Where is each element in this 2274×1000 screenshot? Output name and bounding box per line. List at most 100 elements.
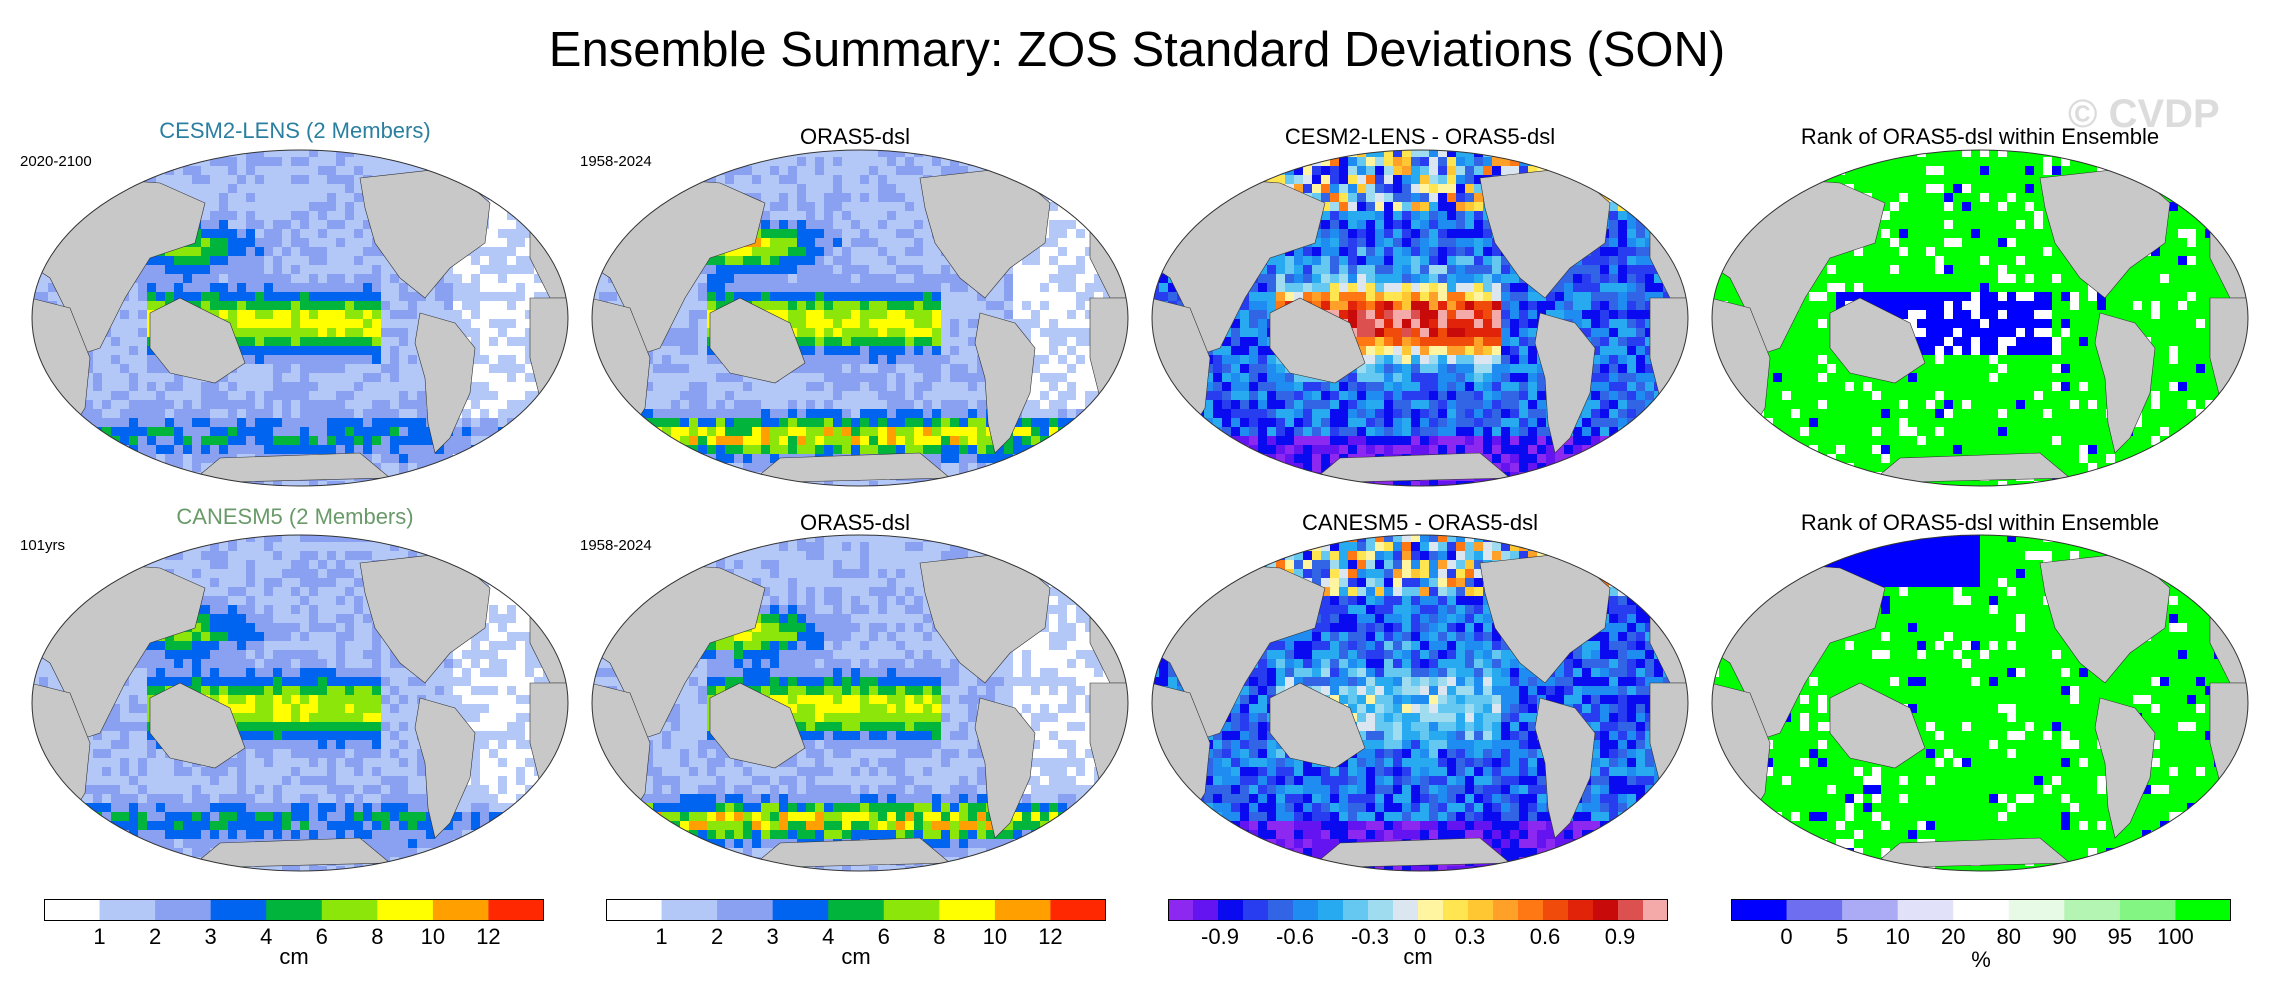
field-cell xyxy=(183,382,193,392)
field-cell xyxy=(592,238,600,248)
field-cell xyxy=(48,238,58,248)
field-cell xyxy=(599,409,609,419)
field-cell xyxy=(165,157,175,167)
field-cell xyxy=(291,184,301,194)
field-cell xyxy=(833,157,843,167)
field-cell xyxy=(129,436,139,446)
field-cell xyxy=(599,382,609,392)
field-cell xyxy=(183,427,193,437)
field-cell xyxy=(345,274,355,284)
field-cell xyxy=(543,193,553,203)
field-cell xyxy=(390,346,400,356)
field-cell xyxy=(662,463,672,473)
field-cell xyxy=(680,150,690,158)
field-cell xyxy=(824,193,834,203)
field-cell xyxy=(1177,184,1187,194)
field-cell xyxy=(950,481,960,486)
field-cell xyxy=(671,472,681,482)
field-cell xyxy=(516,220,526,230)
field-cell xyxy=(363,337,373,347)
field-cell xyxy=(842,265,852,275)
field-cell xyxy=(237,157,247,167)
field-cell xyxy=(426,481,436,486)
field-cell xyxy=(201,391,211,401)
field-cell xyxy=(896,157,906,167)
field-cell xyxy=(525,418,535,428)
field-cell xyxy=(372,337,382,347)
field-cell xyxy=(381,328,391,338)
field-cell xyxy=(327,256,337,266)
field-cell xyxy=(995,310,1005,320)
field-cell xyxy=(48,472,58,482)
field-cell xyxy=(543,472,553,482)
field-cell xyxy=(309,427,319,437)
field-cell xyxy=(905,202,915,212)
field-cell xyxy=(1094,166,1104,176)
field-cell xyxy=(806,400,816,410)
field-cell xyxy=(599,247,609,257)
field-cell xyxy=(336,364,346,374)
field-cell xyxy=(1195,157,1205,167)
field-cell xyxy=(1022,472,1032,482)
field-cell xyxy=(462,175,472,185)
field-cell xyxy=(462,400,472,410)
field-cell xyxy=(507,463,517,473)
field-cell xyxy=(1067,229,1077,239)
field-cell xyxy=(561,418,568,428)
field-cell xyxy=(851,382,861,392)
field-cell xyxy=(887,220,897,230)
field-cell xyxy=(516,400,526,410)
field-cell xyxy=(417,436,427,446)
field-cell xyxy=(84,391,94,401)
field-cell xyxy=(1121,409,1128,419)
field-cell xyxy=(399,445,409,455)
field-cell xyxy=(444,481,454,486)
field-cell xyxy=(833,409,843,419)
field-cell xyxy=(815,364,825,374)
field-cell xyxy=(788,193,798,203)
field-cell xyxy=(689,427,699,437)
field-cell xyxy=(1429,193,1439,203)
field-cell xyxy=(318,355,328,365)
field-cell xyxy=(84,427,94,437)
field-cell xyxy=(851,445,861,455)
field-cell xyxy=(833,211,843,221)
field-cell xyxy=(1049,193,1059,203)
field-cell xyxy=(417,157,427,167)
field-cell xyxy=(698,150,708,158)
field-cell xyxy=(716,175,726,185)
field-cell xyxy=(671,328,681,338)
field-cell xyxy=(887,310,897,320)
field-cell xyxy=(84,202,94,212)
field-cell xyxy=(363,373,373,383)
field-cell xyxy=(507,274,517,284)
field-cell xyxy=(336,337,346,347)
field-cell xyxy=(1321,184,1331,194)
field-cell xyxy=(318,301,328,311)
field-cell xyxy=(309,175,319,185)
field-cell xyxy=(797,445,807,455)
field-cell xyxy=(300,166,310,176)
field-cell xyxy=(896,400,906,410)
field-cell xyxy=(219,211,229,221)
field-cell xyxy=(561,184,568,194)
field-cell xyxy=(264,175,274,185)
field-cell xyxy=(264,310,274,320)
field-cell xyxy=(453,481,463,486)
field-cell xyxy=(273,184,283,194)
field-cell xyxy=(345,220,355,230)
field-cell xyxy=(815,373,825,383)
field-cell xyxy=(941,391,951,401)
field-cell xyxy=(1429,150,1439,158)
field-cell xyxy=(725,247,735,257)
field-cell xyxy=(896,409,906,419)
field-cell xyxy=(372,292,382,302)
field-cell xyxy=(201,481,211,486)
field-cell xyxy=(309,202,319,212)
field-cell xyxy=(599,400,609,410)
field-cell xyxy=(1474,202,1484,212)
field-cell xyxy=(806,436,816,446)
field-cell xyxy=(959,382,969,392)
field-cell xyxy=(941,427,951,437)
field-cell xyxy=(32,373,40,383)
